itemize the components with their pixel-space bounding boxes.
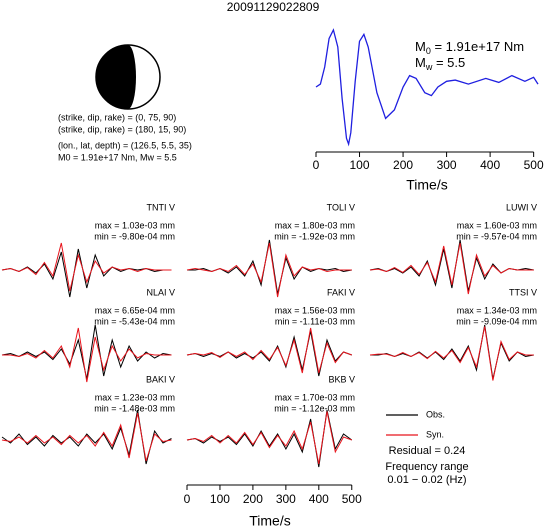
note-text: = 1.91e+17 Nm	[431, 39, 524, 54]
x-axis-label: Time/s	[406, 177, 447, 193]
x-tick-label: 200	[393, 158, 413, 172]
station: BAKI V	[146, 374, 175, 384]
min-label: min = -5.43e-04 mm	[94, 316, 175, 326]
max-label: max = 1.80e-03 mm	[275, 220, 355, 230]
syn-trace	[369, 326, 534, 381]
station: LUWI V	[506, 202, 537, 212]
min-label: min = -1.12e-03 mm	[274, 403, 355, 413]
mechanism-line: (strike, dip, rake) = (0, 75, 90)	[58, 112, 176, 122]
min-label: min = -1.11e-03 mm	[275, 316, 355, 326]
min-label: min = -1.48e-03 mm	[94, 403, 175, 413]
obs-trace	[186, 409, 353, 468]
syn-trace	[1, 412, 172, 462]
subscript: w	[425, 62, 433, 72]
symbol: M	[415, 55, 426, 70]
mechanism-line: (lon., lat, depth) = (126.5, 5.5, 35)	[58, 140, 192, 150]
x-tick-label: 0	[184, 492, 191, 506]
syn-trace	[186, 411, 352, 465]
max-label: max = 1.03e-03 mm	[95, 220, 175, 230]
stf-line	[315, 28, 539, 147]
min-label: min = -9.80e-04 mm	[94, 231, 175, 241]
note-text: = 5.5	[432, 55, 465, 70]
station: NLAI V	[146, 287, 175, 297]
station: FAKI V	[327, 287, 355, 297]
legend-label: Obs.	[426, 409, 445, 419]
min-label: min = -9.09e-04 mm	[456, 316, 537, 326]
frequency: 0.01 − 0.02 (Hz)	[387, 474, 466, 486]
max-label: max = 1.56e-03 mm	[275, 305, 355, 315]
x-tick-label: 200	[243, 492, 263, 506]
min-label: min = -1.92e-03 mm	[274, 231, 355, 241]
syn-trace	[186, 242, 352, 298]
x-tick-label: 400	[480, 158, 500, 172]
station: TTSI V	[509, 287, 537, 297]
syn-trace	[2, 327, 172, 383]
stf-note: Mw = 5.5	[415, 55, 465, 72]
x-tick-label: 300	[276, 492, 296, 506]
max-label: max = 1.60e-03 mm	[457, 220, 537, 230]
obs-trace	[186, 330, 352, 377]
station: TOLI V	[327, 202, 355, 212]
x-tick-label: 300	[437, 158, 457, 172]
beachball-compression	[96, 45, 136, 109]
x-tick-label: 100	[210, 492, 230, 506]
title: 20091129022809	[227, 0, 320, 14]
symbol: M	[415, 39, 426, 54]
x-tick-label: 500	[342, 492, 362, 506]
max-label: max = 1.34e-03 mm	[457, 305, 537, 315]
syn-trace	[186, 327, 352, 374]
syn-trace	[1, 242, 172, 292]
x-tick-label: 500	[524, 158, 544, 172]
residual: Residual = 0.24	[389, 445, 466, 457]
station: TNTI V	[147, 202, 176, 212]
stf-note: M0 = 1.91e+17 Nm	[415, 39, 524, 56]
max-label: max = 6.65e-04 mm	[95, 305, 175, 315]
x-axis-label: Time/s	[249, 513, 290, 529]
max-label: max = 1.70e-03 mm	[275, 392, 355, 402]
frequency: Frequency range	[385, 461, 468, 473]
x-tick-label: 400	[309, 492, 329, 506]
subscript: 0	[426, 46, 431, 56]
x-tick-label: 100	[350, 158, 370, 172]
mechanism-line: M0 = 1.91e+17 Nm, Mw = 5.5	[58, 152, 177, 162]
syn-trace	[369, 242, 534, 295]
x-tick-label: 0	[313, 158, 320, 172]
obs-trace	[1, 409, 172, 465]
mechanism-line: (strike, dip, rake) = (180, 15, 90)	[58, 124, 186, 134]
obs-trace	[370, 324, 534, 380]
min-label: min = -9.57e-04 mm	[456, 231, 537, 241]
legend-label: Syn.	[426, 429, 444, 439]
obs-trace	[1, 324, 172, 380]
max-label: max = 1.23e-03 mm	[95, 392, 175, 402]
station: BKB V	[328, 374, 355, 384]
obs-trace	[187, 239, 352, 295]
